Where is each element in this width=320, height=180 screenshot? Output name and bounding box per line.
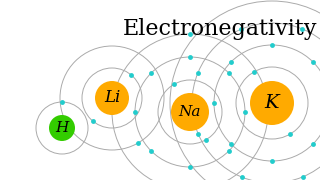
Text: Na: Na (179, 105, 201, 119)
Circle shape (95, 81, 129, 115)
Text: Li: Li (104, 89, 120, 107)
Circle shape (250, 81, 294, 125)
Text: K: K (265, 94, 279, 112)
Text: H: H (55, 121, 68, 135)
Circle shape (49, 115, 75, 141)
Circle shape (171, 93, 209, 131)
Text: Electronegativity: Electronegativity (123, 18, 317, 40)
